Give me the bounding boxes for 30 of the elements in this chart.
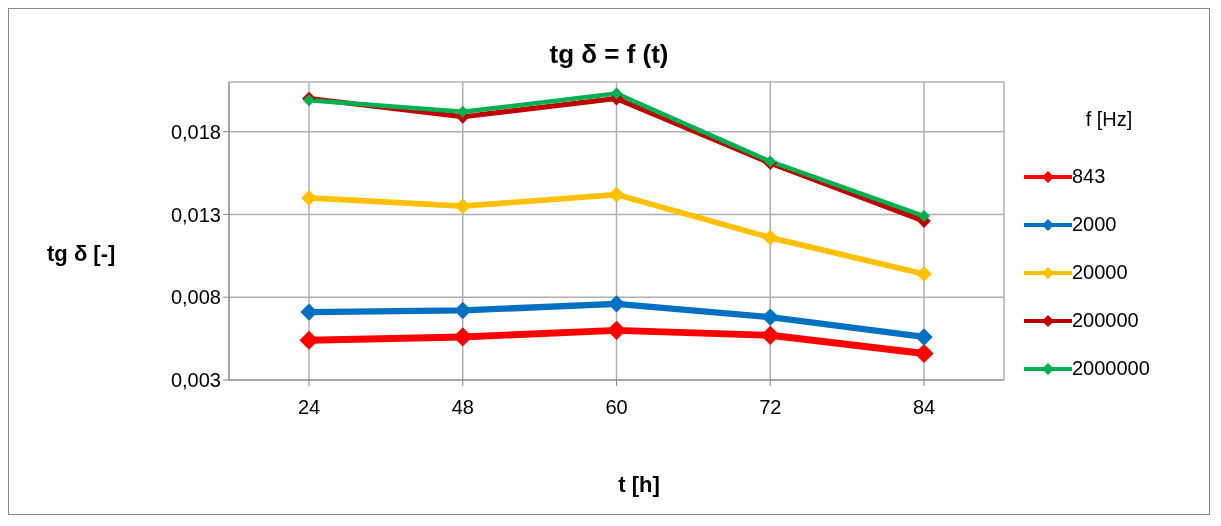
y-tick-label: 0,003: [170, 369, 221, 392]
x-tick-label: 48: [451, 396, 474, 419]
legend-label: 843: [1072, 165, 1106, 188]
legend-title: f [Hz]: [1084, 107, 1134, 131]
y-tick-label: 0,018: [170, 120, 221, 143]
chart-title: tg δ = f (t): [548, 39, 670, 70]
point: [608, 186, 625, 203]
point: [299, 330, 319, 350]
point: [914, 343, 934, 364]
point: [453, 327, 473, 347]
legend-label: 20000: [1072, 261, 1128, 284]
x-tick-label: 24: [297, 396, 321, 419]
x-tick-label: 84: [912, 396, 936, 419]
x-tick-label: 60: [605, 396, 628, 419]
y-tick-label: 0,013: [170, 203, 221, 226]
point: [760, 325, 780, 345]
point: [915, 328, 933, 346]
point: [762, 229, 779, 246]
point: [916, 266, 932, 282]
y-tick-label: 0,008: [170, 286, 221, 309]
y-axis-title: tg δ [-]: [47, 241, 116, 267]
point: [301, 190, 317, 206]
point: [918, 210, 930, 223]
point: [761, 308, 779, 326]
legend-label: 2000000: [1072, 357, 1150, 380]
legend-label: 2000: [1072, 213, 1117, 236]
x-axis-title: t [h]: [617, 472, 661, 498]
legend-label: 200000: [1072, 309, 1139, 332]
point: [606, 320, 627, 340]
x-tick-label: 72: [759, 396, 782, 419]
